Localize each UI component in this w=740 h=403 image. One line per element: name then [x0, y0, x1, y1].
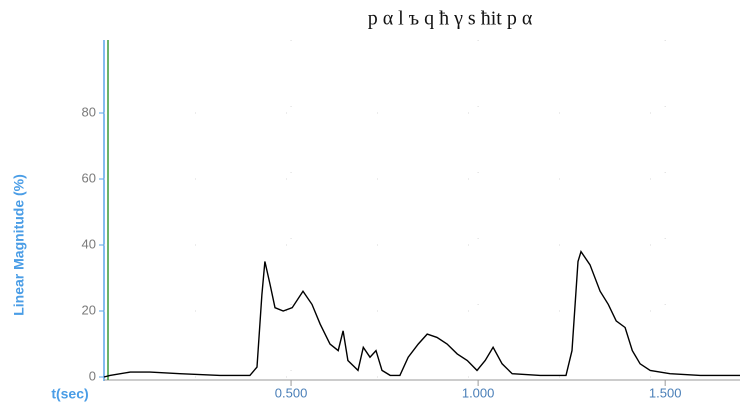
y-axis-label: Linear Magnitude (%): [11, 174, 27, 316]
y-tick-label: 0: [89, 368, 96, 383]
y-tick-label: 80: [82, 104, 96, 119]
y-tick-label: 40: [82, 236, 96, 251]
data-line: [103, 249, 740, 378]
x-axis-label: t(sec): [51, 386, 88, 402]
y-tick-label: 20: [82, 302, 96, 317]
chart-title: p α l ъ q ħ γ s ħit p α: [368, 8, 533, 30]
y-tick-label: 60: [82, 170, 96, 185]
x-tick-label: 0.500: [275, 385, 308, 400]
x-tick-label: 1.500: [649, 385, 682, 400]
x-tick-label: 1.000: [462, 385, 495, 400]
